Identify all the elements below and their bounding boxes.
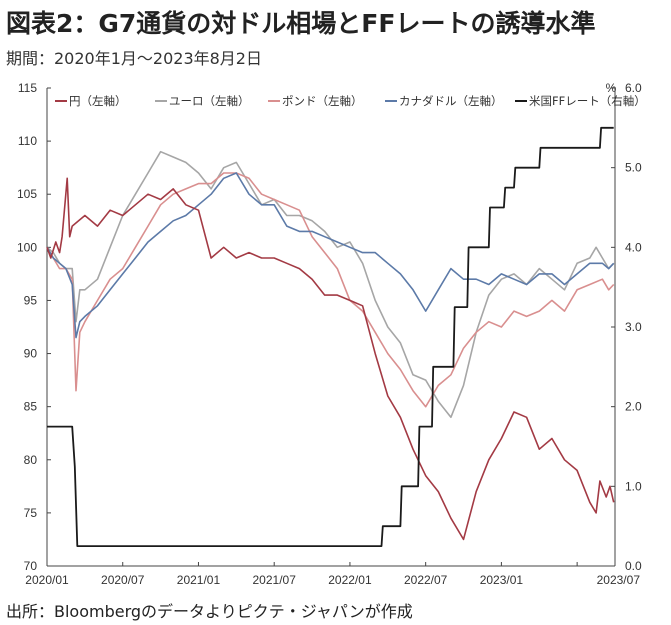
x-tick-label: 2023/01 (480, 573, 524, 587)
right-axis-unit: % (606, 81, 617, 95)
series-line-1 (46, 150, 615, 419)
left-tick-label: 105 (17, 187, 37, 201)
left-tick-label: 95 (24, 293, 38, 307)
chart-period: 期間：2020年1月～2023年8月2日 (6, 49, 262, 68)
series-line-0 (46, 177, 615, 541)
chart-legend: 円（左軸） ユーロ（左軸） ポンド（左軸） カナダドル（左軸） 米国FFレート（右軸） (55, 94, 646, 108)
x-tick-label: 2022/01 (328, 573, 372, 587)
left-tick-label: 100 (17, 240, 37, 254)
right-tick-label: 6.0 (625, 81, 642, 95)
chart-axes: 70 75 80 85 90 95 100 105 110 115 0.0 1.0 2.0 3.0 4.0 5… (17, 81, 642, 587)
right-tick-label: 2.0 (625, 400, 642, 414)
left-tick-label: 85 (24, 400, 38, 414)
series-line-4 (47, 126, 614, 547)
series-line-3 (46, 172, 615, 339)
left-tick-label: 110 (18, 134, 37, 148)
left-tick-label: 70 (24, 559, 38, 573)
left-tick-label: 80 (24, 453, 38, 467)
x-tick-label: 2021/01 (177, 573, 221, 587)
chart-source: 出所：Bloombergのデータよりピクテ・ジャパンが作成 (6, 602, 413, 621)
chart-title: 図表2：G7通貨の対ドル相場とFFレートの誘導水準 (6, 9, 596, 38)
x-tick-label: 2023/07 (597, 573, 641, 587)
legend-label-1: ユーロ（左軸） (169, 94, 250, 108)
right-tick-label: 5.0 (625, 161, 642, 175)
x-tick-label: 2022/07 (404, 573, 448, 587)
left-tick-label: 115 (18, 81, 37, 95)
right-tick-label: 4.0 (625, 240, 642, 254)
x-tick-label: 2020/07 (101, 573, 145, 587)
x-tick-label: 2020/01 (25, 573, 69, 587)
series-layer (46, 126, 615, 547)
right-tick-label: 3.0 (625, 320, 642, 334)
series-line-2 (46, 172, 615, 408)
legend-label-0: 円（左軸） (69, 94, 127, 108)
left-tick-label: 75 (24, 506, 38, 520)
right-tick-label: 1.0 (625, 479, 642, 493)
x-tick-label: 2021/07 (253, 573, 297, 587)
right-tick-label: 0.0 (625, 559, 642, 573)
legend-label-3: カナダドル（左軸） (399, 94, 503, 108)
legend-label-4: 米国FFレート（右軸） (529, 94, 646, 108)
legend-label-2: ポンド（左軸） (282, 94, 363, 108)
left-tick-label: 90 (24, 347, 38, 361)
